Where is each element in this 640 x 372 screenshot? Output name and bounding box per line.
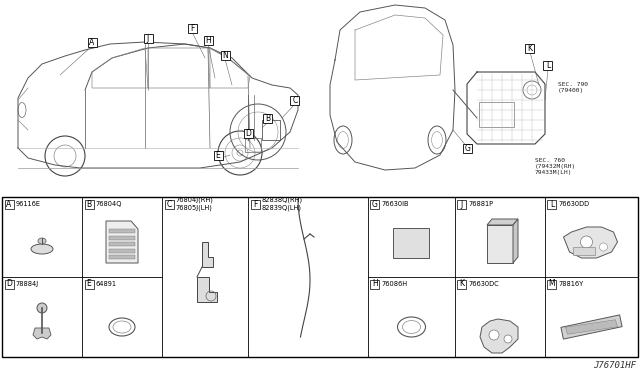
Bar xyxy=(250,199,259,208)
Text: B: B xyxy=(86,199,92,208)
Text: 76804Q: 76804Q xyxy=(95,201,122,207)
Polygon shape xyxy=(106,221,138,263)
Bar xyxy=(84,199,93,208)
Text: E: E xyxy=(86,279,92,289)
Bar xyxy=(458,199,467,208)
Bar xyxy=(164,199,173,208)
Text: G: G xyxy=(465,144,471,153)
Bar xyxy=(262,120,280,140)
Text: C: C xyxy=(166,199,172,208)
Text: H: H xyxy=(372,279,378,289)
Polygon shape xyxy=(563,227,618,258)
Bar xyxy=(214,151,223,160)
Text: H: H xyxy=(205,35,211,45)
Bar xyxy=(2,197,638,357)
Bar xyxy=(547,279,557,289)
Bar xyxy=(463,144,472,153)
Text: A: A xyxy=(90,38,95,46)
Polygon shape xyxy=(109,229,135,233)
FancyBboxPatch shape xyxy=(394,228,429,258)
Text: 78816Y: 78816Y xyxy=(559,281,584,287)
Text: F: F xyxy=(190,23,194,32)
Text: D: D xyxy=(6,279,12,289)
Bar xyxy=(543,61,552,70)
Text: 96116E: 96116E xyxy=(15,201,40,207)
Text: 76630IB: 76630IB xyxy=(381,201,409,207)
Circle shape xyxy=(489,330,499,340)
Bar xyxy=(4,279,13,289)
Text: G: G xyxy=(372,199,378,208)
Text: J: J xyxy=(461,199,463,208)
Text: 76086H: 76086H xyxy=(381,281,408,287)
Bar xyxy=(547,199,557,208)
Text: 76881P: 76881P xyxy=(468,201,493,207)
Polygon shape xyxy=(561,315,622,339)
Text: SEC. 790
(79400): SEC. 790 (79400) xyxy=(558,82,588,93)
Circle shape xyxy=(504,335,512,343)
Ellipse shape xyxy=(38,238,46,244)
Bar xyxy=(204,35,212,45)
Text: E: E xyxy=(216,151,220,160)
Ellipse shape xyxy=(31,244,53,254)
Text: F: F xyxy=(253,199,257,208)
Polygon shape xyxy=(109,248,135,253)
Text: C: C xyxy=(292,96,298,105)
Bar xyxy=(4,199,13,208)
Text: N: N xyxy=(222,51,228,60)
Polygon shape xyxy=(513,219,518,263)
Bar xyxy=(458,279,467,289)
Text: B: B xyxy=(266,113,271,122)
Text: J: J xyxy=(147,33,149,42)
Polygon shape xyxy=(109,255,135,259)
Bar xyxy=(479,102,514,127)
Bar xyxy=(371,199,380,208)
Polygon shape xyxy=(566,320,618,334)
Bar xyxy=(371,279,380,289)
Bar xyxy=(188,23,196,32)
Bar xyxy=(291,96,300,105)
Text: SEC. 760
(79432M(RH)
79433M(LH): SEC. 760 (79432M(RH) 79433M(LH) xyxy=(535,158,576,174)
Bar xyxy=(84,279,93,289)
Text: D: D xyxy=(245,128,251,138)
Circle shape xyxy=(580,236,593,248)
Polygon shape xyxy=(487,219,518,225)
Text: M: M xyxy=(548,279,556,289)
Polygon shape xyxy=(33,328,51,339)
Text: 64891: 64891 xyxy=(95,281,116,287)
Bar xyxy=(245,138,261,152)
Text: L: L xyxy=(546,61,550,70)
Bar xyxy=(143,33,152,42)
Bar xyxy=(573,247,595,255)
Text: L: L xyxy=(550,199,554,208)
Bar xyxy=(221,51,230,60)
Text: A: A xyxy=(6,199,12,208)
Polygon shape xyxy=(487,225,513,263)
Circle shape xyxy=(600,243,607,251)
Text: 76804J(RH)
76805J(LH): 76804J(RH) 76805J(LH) xyxy=(175,197,213,211)
Bar xyxy=(264,113,273,122)
Text: 82838Q(RH)
82839Q(LH): 82838Q(RH) 82839Q(LH) xyxy=(262,197,303,211)
Bar xyxy=(525,44,534,52)
Polygon shape xyxy=(197,277,217,302)
Bar xyxy=(88,38,97,46)
Text: 76630DD: 76630DD xyxy=(559,201,589,207)
Bar xyxy=(243,128,253,138)
Polygon shape xyxy=(480,319,518,353)
Polygon shape xyxy=(109,235,135,240)
Text: J76701HF: J76701HF xyxy=(593,361,636,370)
Text: 76630DC: 76630DC xyxy=(468,281,499,287)
Polygon shape xyxy=(109,242,135,246)
Text: K: K xyxy=(460,279,465,289)
Circle shape xyxy=(37,303,47,313)
Text: K: K xyxy=(527,44,532,52)
Polygon shape xyxy=(202,242,213,267)
Text: 78884J: 78884J xyxy=(15,281,38,287)
